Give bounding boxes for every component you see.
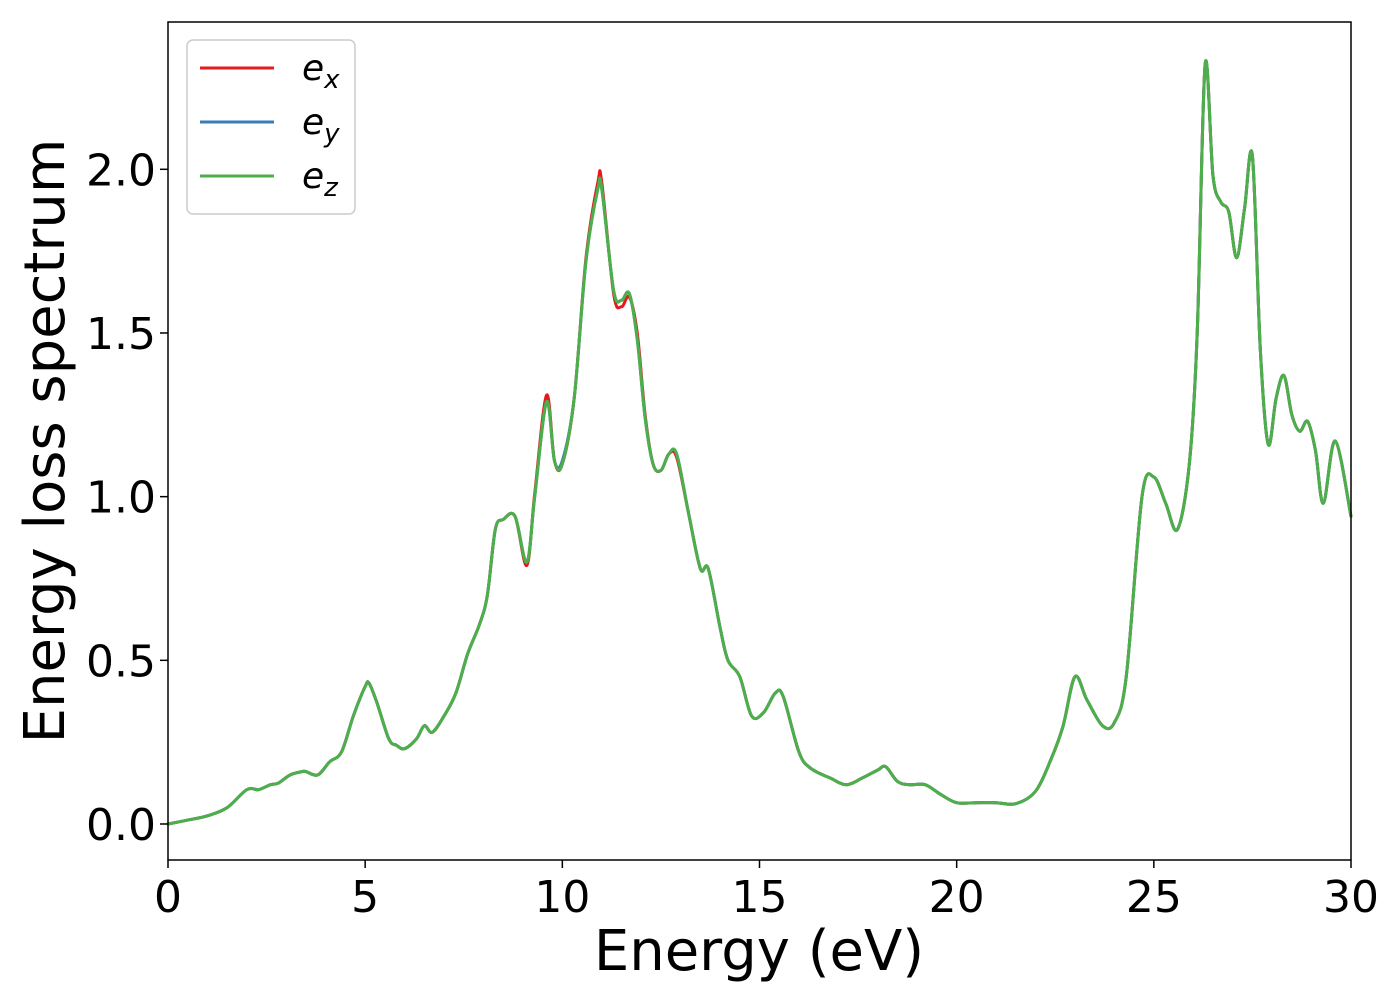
x-tick-label: 15 [732,872,788,923]
y-axis-label: Energy loss spectrum [13,139,78,744]
y-axis-ticks: 0.0 0.5 1.0 1.5 2.0 [86,145,168,851]
plot-background [168,22,1351,860]
y-tick-label: 1.5 [86,309,156,360]
y-tick-label: 0.0 [86,800,156,851]
series-line-ez [166,59,1353,826]
x-tick-label: 30 [1323,872,1379,923]
x-tick-label: 20 [929,872,985,923]
series-group [166,59,1353,826]
x-axis-label: Energy (eV) [594,919,924,984]
y-tick-label: 1.0 [86,473,156,524]
x-tick-label: 5 [351,872,379,923]
y-tick-label: 2.0 [86,145,156,196]
legend-box [186,39,356,215]
x-axis-ticks: 0 5 10 15 20 25 30 [154,860,1379,923]
x-tick-label: 10 [534,872,590,923]
x-tick-label: 25 [1126,872,1182,923]
x-tick-label: 0 [154,872,182,923]
y-tick-label: 0.5 [86,636,156,687]
